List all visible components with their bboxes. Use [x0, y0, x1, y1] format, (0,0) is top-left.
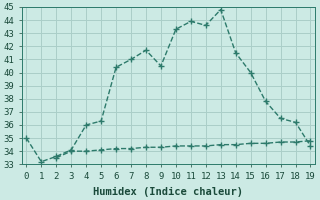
X-axis label: Humidex (Indice chaleur): Humidex (Indice chaleur) — [93, 186, 244, 197]
